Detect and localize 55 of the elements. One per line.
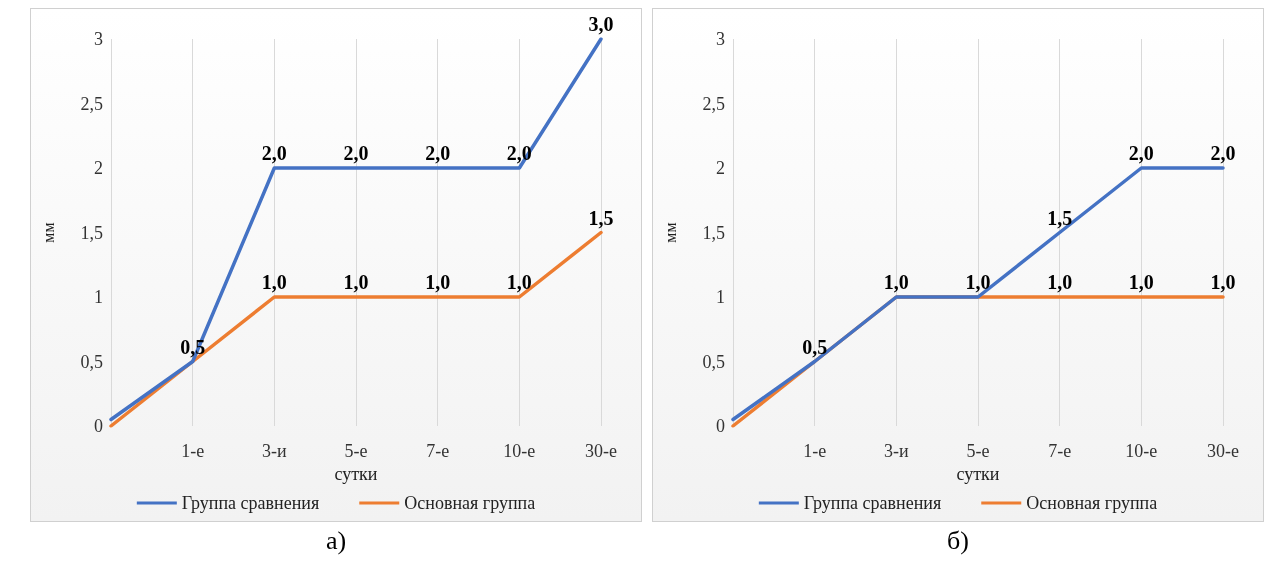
y-tick-label: 1: [716, 287, 725, 307]
data-label: 2,0: [343, 142, 369, 164]
y-axis-title: мм: [39, 222, 57, 243]
data-label: 1,0: [883, 271, 909, 293]
data-label: 1,0: [343, 271, 369, 293]
y-tick-label: 3: [94, 29, 103, 49]
x-tick-label: 1-е: [803, 441, 827, 461]
data-label: 1,0: [1047, 271, 1073, 293]
data-label: 1,5: [588, 206, 614, 229]
x-tick-label: 7-е: [1048, 441, 1072, 461]
x-tick-label: 30-е: [585, 441, 617, 461]
x-tick-label: 3-и: [884, 441, 910, 461]
legend-label: Группа сравнения: [803, 493, 942, 513]
data-label: 2,0: [425, 142, 451, 164]
legend-label: Основная группа: [404, 493, 536, 513]
x-tick-label: 5-е: [966, 441, 990, 461]
line-series: [109, 230, 603, 428]
data-label: 1,0: [1210, 271, 1236, 293]
y-tick-label: 2,5: [80, 93, 103, 114]
data-label: 1,0: [425, 271, 451, 293]
x-axis-title: сутки: [334, 463, 378, 484]
y-tick-label: 1,5: [702, 222, 725, 243]
y-axis-title: мм: [661, 222, 679, 243]
data-label: 1,0: [506, 271, 532, 293]
data-label: 1,0: [261, 271, 287, 293]
y-tick-label: 1: [94, 287, 103, 307]
y-tick-label: 0,5: [702, 351, 725, 372]
data-label: 1,0: [1128, 271, 1154, 293]
x-tick-label: 3-и: [262, 441, 288, 461]
x-tick-label: 7-е: [426, 441, 450, 461]
data-label: 1,0: [965, 271, 991, 293]
y-tick-label: 3: [716, 29, 725, 49]
data-label: 1,5: [1047, 206, 1073, 229]
y-tick-label: 2,5: [702, 93, 725, 114]
x-tick-label: 10-е: [503, 441, 536, 461]
y-tick-label: 0: [716, 416, 725, 436]
y-tick-label: 1,5: [80, 222, 103, 243]
text: б): [947, 526, 969, 556]
data-label: 0,5: [802, 335, 828, 358]
data-label: 3,0: [588, 13, 614, 35]
data-label: 2,0: [1210, 142, 1236, 164]
legend-label: Группа сравнения: [181, 493, 320, 513]
x-tick-label: 5-е: [344, 441, 368, 461]
x-tick-label: 30-е: [1207, 441, 1239, 461]
x-tick-label: 1-е: [181, 441, 205, 461]
text: а): [325, 526, 347, 556]
data-label: 2,0: [1128, 142, 1154, 164]
legend-label: Основная группа: [1026, 493, 1158, 513]
x-tick-label: 10-е: [1125, 441, 1158, 461]
data-label: 2,0: [261, 142, 287, 164]
y-tick-label: 2: [716, 158, 725, 178]
y-tick-label: 0,5: [80, 351, 103, 372]
x-axis-title: сутки: [956, 463, 1000, 484]
y-tick-label: 2: [94, 158, 103, 178]
y-tick-label: 0: [94, 416, 103, 436]
